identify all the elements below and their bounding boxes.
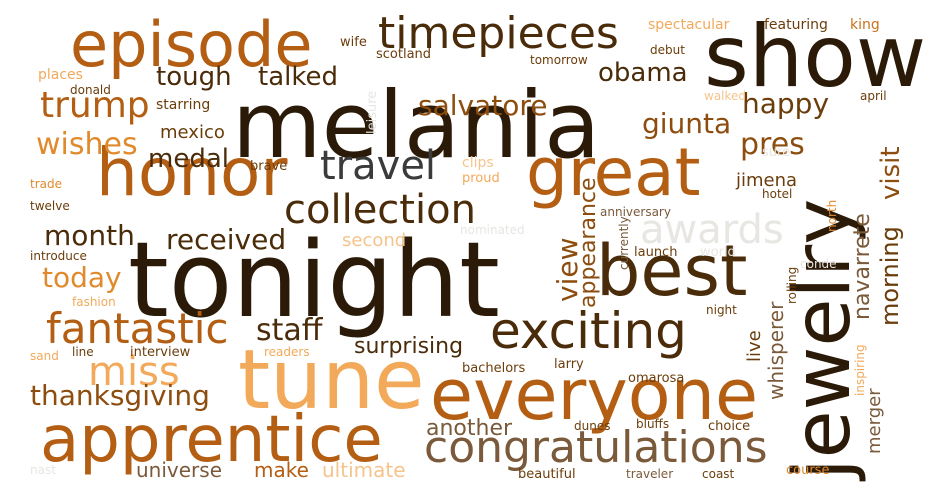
word-coast: coast xyxy=(702,467,735,481)
word-staff: staff xyxy=(256,313,323,348)
word-tomorrow: tomorrow xyxy=(530,53,588,67)
word-visit: visit xyxy=(876,146,906,200)
word-talked: talked xyxy=(258,62,338,92)
word-omarosa: omarosa xyxy=(628,371,685,386)
word-travel: travel xyxy=(320,143,437,189)
word-tough: tough xyxy=(156,62,232,92)
word-introduce: introduce xyxy=(30,249,87,263)
word-brave: brave xyxy=(250,159,288,174)
word-fantastic: fantastic xyxy=(46,304,229,353)
word-received: received xyxy=(166,223,287,256)
word-featuring: featuring xyxy=(764,17,828,33)
word-exciting: exciting xyxy=(490,302,687,360)
word-rolling: rolling xyxy=(785,266,799,304)
word-appearance: appearance xyxy=(576,177,601,308)
word-thanksgiving: thanksgiving xyxy=(30,379,210,412)
word-line: line xyxy=(72,345,94,359)
word-nast: nast xyxy=(30,463,56,477)
word-choice: choice xyxy=(708,419,751,434)
word-obama: obama xyxy=(598,58,688,88)
word-surprising: surprising xyxy=(354,334,464,359)
word-beautiful: beautiful xyxy=(518,467,576,482)
word-starring: starring xyxy=(156,97,211,113)
word-launch: launch xyxy=(634,245,678,260)
word-jimena: jimena xyxy=(736,170,798,191)
word-today: today xyxy=(42,261,122,294)
word-apprentice: apprentice xyxy=(40,403,383,477)
word-episode: episode xyxy=(70,8,313,81)
word-night: night xyxy=(706,303,737,317)
word-timepieces: timepieces xyxy=(378,8,619,59)
word-live: live xyxy=(744,330,765,362)
word-twelve: twelve xyxy=(30,199,70,213)
word-course: course xyxy=(786,463,830,478)
word-sure: sure xyxy=(762,145,791,160)
word-happy: happy xyxy=(742,87,830,120)
word-hotel: hotel xyxy=(762,187,793,201)
word-month: month xyxy=(44,219,135,252)
word-pres: pres xyxy=(740,127,805,162)
word-conde: conde xyxy=(800,257,837,271)
word-wife: wife xyxy=(340,35,367,50)
word-ultimate: ultimate xyxy=(322,458,406,482)
word-best: best xyxy=(596,230,748,312)
word-universe: universe xyxy=(136,458,222,482)
word-anniversary: anniversary xyxy=(600,205,671,219)
word-leisure: leisure xyxy=(365,90,380,134)
word-honor: honor xyxy=(96,134,288,211)
word-show: show xyxy=(704,7,927,107)
word-larry: larry xyxy=(554,357,584,372)
word-medal: medal xyxy=(148,144,229,174)
word-trump: trump xyxy=(40,85,150,126)
word-sand: sand xyxy=(30,349,59,363)
word-spectacular: spectacular xyxy=(648,17,730,33)
word-world: world xyxy=(700,245,736,260)
word-collection: collection xyxy=(284,187,476,233)
word-whisperer: whisperer xyxy=(764,301,788,400)
word-donald: donald xyxy=(70,83,111,97)
word-awards: awards xyxy=(640,207,784,253)
word-places: places xyxy=(38,67,83,83)
word-salvatore: salvatore xyxy=(418,89,548,122)
word-giunta: giunta xyxy=(642,107,732,140)
word-clips: clips xyxy=(462,155,494,171)
word-navarrete: navarrete xyxy=(850,213,875,320)
word-nominated: nominated xyxy=(460,223,525,237)
word-wishes: wishes xyxy=(36,127,138,162)
word-bachelors: bachelors xyxy=(462,361,526,376)
word-fashion: fashion xyxy=(72,295,116,309)
word-tune: tune xyxy=(238,333,425,428)
word-trade: trade xyxy=(30,177,62,191)
word-king: king xyxy=(850,17,880,33)
word-congratulations: congratulations xyxy=(424,422,768,473)
word-mexico: mexico xyxy=(160,122,225,143)
word-readers: readers xyxy=(264,345,310,359)
word-traveler: traveler xyxy=(626,467,674,481)
word-april: april xyxy=(860,89,887,103)
word-currently: currently xyxy=(617,216,631,270)
word-debut: debut xyxy=(650,43,685,57)
word-make: make xyxy=(254,458,309,482)
word-merger: merger xyxy=(864,388,885,454)
word-tonight: tonight xyxy=(128,219,500,341)
word-north: north xyxy=(825,199,839,232)
word-proud: proud xyxy=(462,171,500,186)
word-inspiring: inspiring xyxy=(853,344,867,396)
word-second: second xyxy=(342,230,407,251)
word-everyone: everyone xyxy=(430,354,759,436)
word-another: another xyxy=(426,416,513,441)
word-walked: walked xyxy=(704,89,747,103)
word-great: great xyxy=(526,134,701,211)
word-melania: melania xyxy=(232,72,601,179)
word-interview: interview xyxy=(130,345,191,360)
word-bluffs: bluffs xyxy=(636,417,670,431)
word-dunes: dunes xyxy=(574,419,611,433)
word-miss: miss xyxy=(88,349,180,395)
word-morning: morning xyxy=(876,226,904,326)
word-scotland: scotland xyxy=(376,47,432,62)
